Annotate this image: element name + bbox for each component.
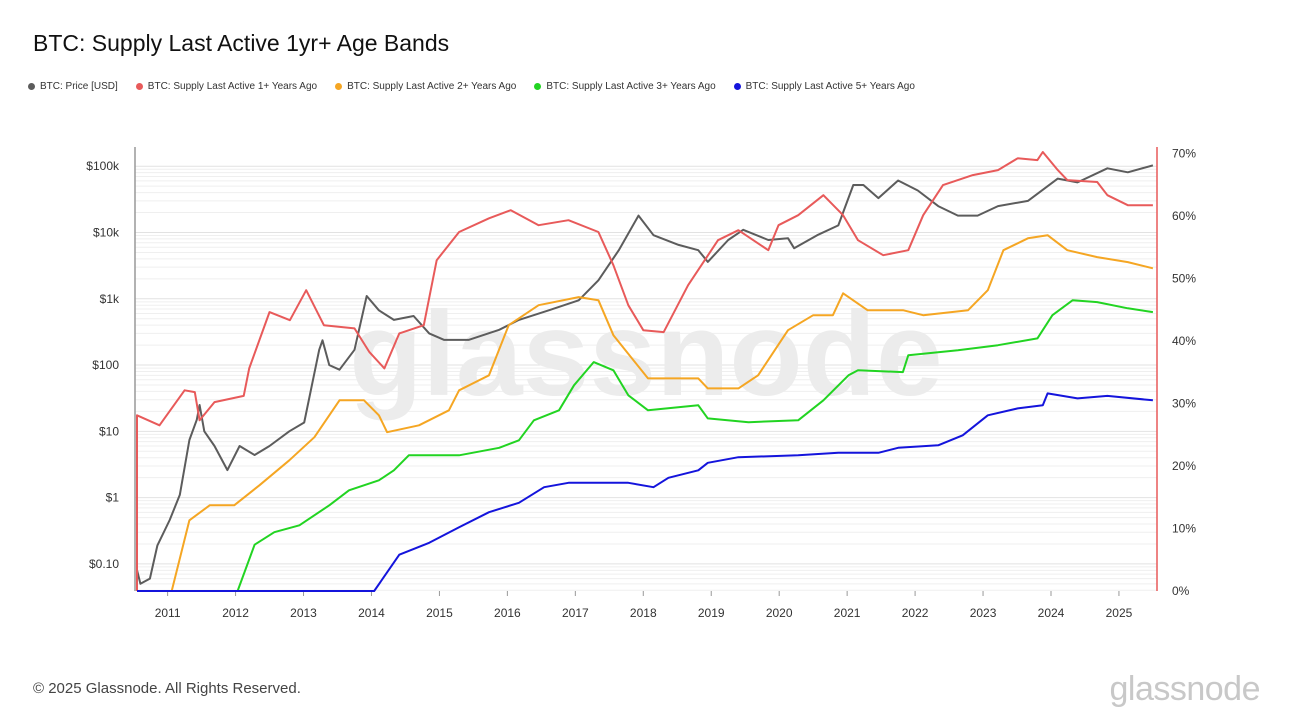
left-tick-label: $10 [99,424,119,438]
right-tick-label: 10% [1172,521,1196,535]
x-tick-label: 2021 [834,606,861,620]
copyright: © 2025 Glassnode. All Rights Reserved. [33,680,301,697]
x-tick-label: 2011 [155,606,181,620]
legend-label: BTC: Supply Last Active 2+ Years Ago [347,81,517,92]
right-tick-label: 60% [1172,209,1196,223]
left-tick-label: $10k [93,226,120,240]
x-tick-label: 2015 [426,606,453,620]
legend-label: BTC: Supply Last Active 3+ Years Ago [546,81,716,92]
x-tick-label: 2019 [698,606,725,620]
right-tick-label: 50% [1172,271,1196,285]
legend-dot [135,83,143,90]
chart-legend: BTC: Price [USD] BTC: Supply Last Active… [28,81,915,92]
legend-item-3y[interactable]: BTC: Supply Last Active 3+ Years Ago [534,81,716,92]
series-line-0 [136,164,1154,585]
left-tick-label: $100 [92,358,119,372]
x-tick-label: 2024 [1038,606,1065,620]
x-tick-label: 2017 [562,606,589,620]
left-tick-label: $1 [106,491,120,505]
legend-label: BTC: Supply Last Active 5+ Years Ago [745,81,915,92]
legend-label: BTC: Supply Last Active 1+ Years Ago [147,81,318,92]
legend-item-2y[interactable]: BTC: Supply Last Active 2+ Years Ago [335,81,516,92]
right-tick-label: 0% [1172,584,1190,598]
legend-item-5y[interactable]: BTC: Supply Last Active 5+ Years Ago [733,81,915,92]
right-tick-label: 30% [1172,396,1196,410]
legend-dot [28,83,35,90]
glassnode-logo: glassnode [1109,670,1260,708]
legend-item-1y[interactable]: BTC: Supply Last Active 1+ Years Ago [135,81,318,92]
legend-dot [335,83,343,90]
series-line-2 [137,234,1154,592]
x-tick-label: 2013 [290,606,317,620]
series-line-1 [136,151,1153,591]
series-line-4 [137,392,1153,592]
right-tick-label: 70% [1172,146,1196,160]
legend-dot [534,83,542,90]
left-tick-label: $1k [100,292,120,306]
chart-title: BTC: Supply Last Active 1yr+ Age Bands [33,30,450,56]
legend-item-price[interactable]: BTC: Price [USD] [28,81,118,92]
left-tick-label: $100k [86,159,120,173]
x-tick-label: 2012 [222,606,249,620]
watermark: glassnode [349,287,943,421]
series-line-3 [137,299,1154,592]
x-tick-label: 2016 [494,606,521,620]
x-tick-label: 2018 [630,606,657,620]
legend-dot [733,83,741,90]
left-tick-label: $0.10 [89,557,119,571]
x-tick-label: 2023 [970,606,997,620]
x-tick-label: 2025 [1106,606,1133,620]
x-tick-label: 2022 [902,606,929,620]
right-tick-label: 40% [1172,334,1196,348]
legend-label: BTC: Price [USD] [40,81,118,92]
x-tick-label: 2014 [358,606,385,620]
x-tick-label: 2020 [766,606,793,620]
right-tick-label: 20% [1172,459,1196,473]
